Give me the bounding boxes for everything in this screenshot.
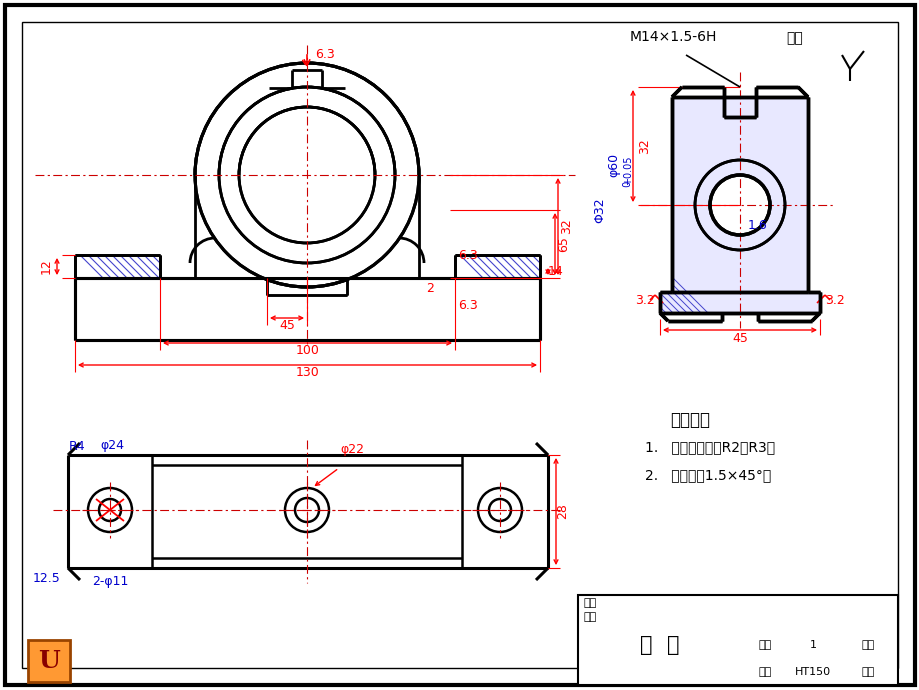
Text: 45: 45: [278, 319, 295, 331]
Text: R4: R4: [69, 440, 85, 453]
Text: 2: 2: [425, 282, 434, 295]
Text: HT150: HT150: [794, 667, 830, 677]
Text: 0: 0: [622, 180, 632, 190]
Text: 12: 12: [40, 259, 52, 275]
Text: 数量: 数量: [757, 640, 771, 650]
Text: U: U: [38, 649, 60, 673]
Text: 6.3: 6.3: [458, 248, 477, 262]
Text: 2.   锐边倒角1.5×45°。: 2. 锐边倒角1.5×45°。: [644, 468, 770, 482]
Text: 6.3: 6.3: [315, 48, 335, 61]
Text: 技术要求: 技术要求: [669, 411, 709, 429]
Text: 14: 14: [548, 264, 563, 277]
Circle shape: [709, 175, 769, 235]
Text: 45: 45: [732, 331, 747, 344]
Text: 65: 65: [557, 236, 570, 252]
Text: 32: 32: [560, 219, 573, 235]
Text: 1.6: 1.6: [747, 219, 767, 232]
Text: 100: 100: [295, 344, 319, 357]
Text: 图号: 图号: [860, 640, 874, 650]
Bar: [671, 97, 807, 292]
Text: φ60: φ60: [607, 153, 619, 177]
Text: 2-φ11: 2-φ11: [92, 575, 128, 589]
Text: +0.05: +0.05: [622, 155, 632, 185]
Text: 3.2: 3.2: [824, 293, 844, 306]
Text: 审核: 审核: [583, 598, 596, 608]
Text: M14×1.5-6H: M14×1.5-6H: [629, 30, 716, 44]
Text: 28: 28: [556, 504, 569, 520]
Text: 1: 1: [809, 640, 816, 650]
Text: 12.5: 12.5: [33, 571, 61, 584]
Text: 6.3: 6.3: [458, 299, 477, 311]
Text: φ24: φ24: [100, 439, 124, 451]
Text: 材料: 材料: [757, 667, 771, 677]
Bar: [193, 175, 421, 278]
Text: 3.2: 3.2: [634, 293, 654, 306]
Bar: [577, 595, 897, 685]
Text: 130: 130: [295, 366, 319, 379]
Bar: [28, 640, 70, 682]
Text: 轴  承: 轴 承: [640, 635, 679, 655]
Text: Φ32: Φ32: [593, 197, 606, 223]
Text: φ22: φ22: [340, 444, 364, 457]
Text: 1.   未注铸造圆角R2～R3。: 1. 未注铸造圆角R2～R3。: [644, 440, 775, 454]
Bar: [659, 292, 819, 313]
Text: 比例: 比例: [860, 667, 874, 677]
Text: 32: 32: [638, 138, 651, 154]
Text: 制图: 制图: [583, 612, 596, 622]
Text: 其余: 其余: [786, 31, 802, 45]
